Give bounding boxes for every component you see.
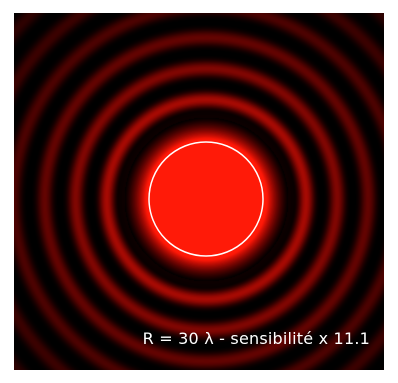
diffraction-pattern-panel: R = 30 λ - sensibilité x 11.1 [14,13,384,370]
aperture-circle [148,141,264,257]
diffraction-pattern-image [14,13,384,370]
aperture-outline-ring [148,141,264,257]
radius-sensitivity-caption: R = 30 λ - sensibilité x 11.1 [142,329,370,348]
